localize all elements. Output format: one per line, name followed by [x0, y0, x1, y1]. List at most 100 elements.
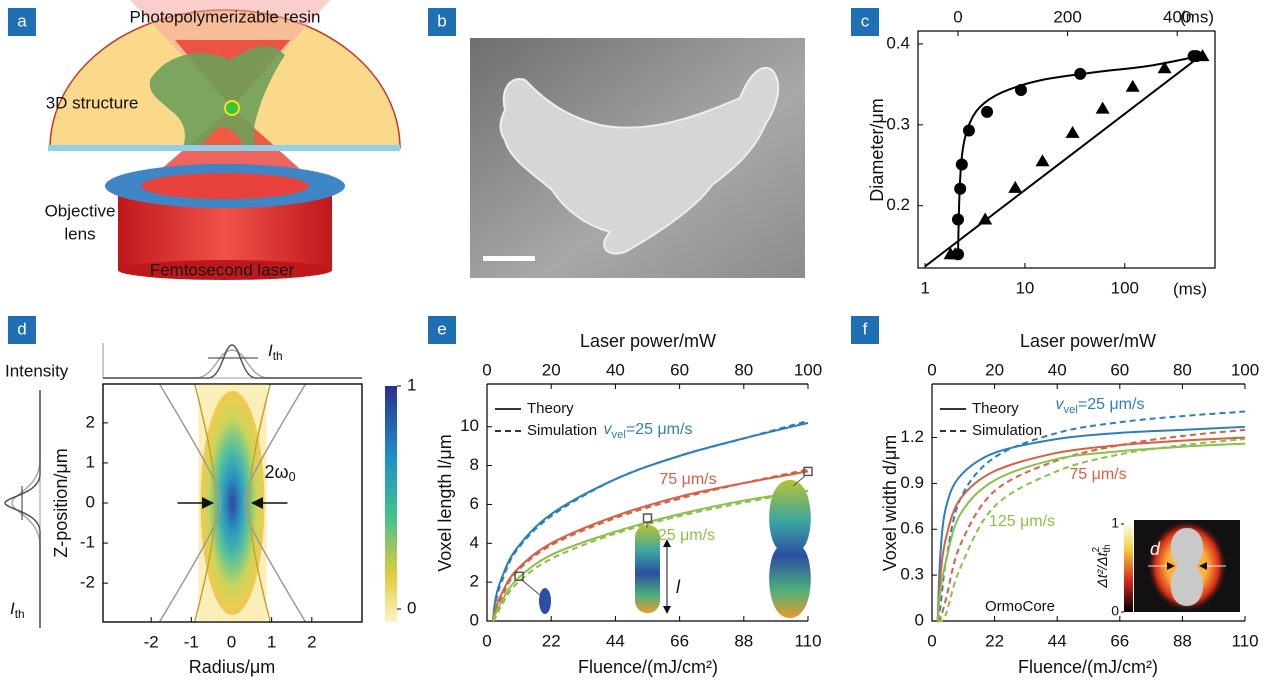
legend-label: Simulation — [972, 422, 1042, 439]
y-tick-label: -1 — [80, 533, 95, 552]
inset-ctick-label: 1 — [1111, 515, 1119, 531]
x-tick-label: 1 — [920, 278, 929, 297]
x2-tick-label: 100 — [1231, 360, 1259, 379]
inset-colorbar — [1124, 522, 1133, 612]
x-axis-label: Fluence/(mJ/cm²) — [578, 657, 718, 677]
y-tick-label: -2 — [80, 573, 95, 592]
y-tick-label: 4 — [470, 533, 479, 552]
inset-label: l — [676, 577, 681, 597]
material-label: OrmoCore — [985, 598, 1055, 615]
x-tick-label: 0 — [927, 631, 936, 650]
waist-label: 2ω0 — [265, 462, 296, 485]
x2-unit: (ms) — [1180, 7, 1214, 26]
y-tick-label: 0 — [915, 610, 924, 629]
panel-b-image — [470, 38, 805, 278]
inset-label: d — [1150, 539, 1161, 559]
x-tick-label: 100 — [1111, 278, 1139, 297]
threshold-sub: th — [15, 607, 25, 621]
figure: Photopolymerizable resin 3D structure Ob… — [0, 0, 1273, 688]
y-tick-label: 2 — [470, 572, 479, 591]
inset-ctick-label: 0 — [1111, 603, 1119, 619]
point-triangle — [1008, 181, 1022, 193]
x-tick-label: -2 — [144, 632, 159, 651]
annotation: 125 μm/s — [989, 513, 1055, 530]
annotation: 75 μm/s — [1069, 466, 1126, 483]
x-tick-label: 110 — [1231, 631, 1258, 650]
y-tick-label: 0.6 — [900, 519, 924, 538]
x-tick-label: 88 — [1173, 631, 1192, 650]
panel-a-illustration: Photopolymerizable resin 3D structure Ob… — [45, 0, 400, 280]
colorbar-tick-label: 0 — [407, 598, 416, 617]
y-tick-label: 0 — [86, 492, 95, 511]
clabel-sub: th — [1102, 544, 1113, 552]
profile-frame — [103, 343, 362, 378]
legend-label: Theory — [527, 400, 574, 417]
annotation-part: =25 μm/s — [626, 421, 693, 438]
annotation-part: 75 μm/s — [659, 471, 716, 488]
x2-tick-label: 0 — [953, 7, 962, 26]
y-tick-label: 6 — [470, 494, 479, 513]
y-axis-label: Z-position/μm — [51, 448, 71, 557]
profile-curve — [103, 350, 362, 378]
panel-label: b — [437, 11, 446, 30]
x-tick-label: 22 — [542, 631, 561, 650]
point-triangle — [1066, 126, 1080, 138]
focal-spot — [225, 101, 239, 115]
colorbar-tick-label: 1 — [407, 375, 416, 394]
label-lens: lens — [64, 224, 95, 243]
x-tick-label: 1 — [267, 632, 276, 651]
annotation: vvel=25 μm/s — [604, 421, 693, 441]
fit-line — [925, 54, 1202, 266]
lens-aperture — [141, 173, 309, 199]
y-tick-label: 1 — [86, 452, 95, 471]
x2-tick-label: 200 — [1053, 7, 1081, 26]
page: {"panel_labels":["a","b","c","d","e","f"… — [0, 0, 1273, 688]
threshold-label: Ith — [10, 599, 25, 621]
x-axis-label: Radius/μm — [189, 657, 275, 677]
y-axis-label: Diameter/μm — [867, 98, 887, 201]
x2-tick-label: 40 — [606, 360, 625, 379]
waist-label-part: 0 — [289, 470, 296, 484]
voxel-large — [769, 480, 811, 618]
x-tick-label: 88 — [734, 631, 753, 650]
point-triangle — [1096, 102, 1110, 114]
annotation-part: 75 μm/s — [1069, 466, 1126, 483]
y-tick-label: 2 — [86, 412, 95, 431]
y-tick-label: 10 — [460, 416, 479, 435]
x2-tick-label: 100 — [794, 360, 822, 379]
annotation-part: =25 μm/s — [1078, 396, 1145, 413]
label-lens: Objective — [45, 201, 116, 220]
point-triangle — [1126, 80, 1140, 92]
y-tick-label: 8 — [470, 455, 479, 474]
x2-tick-label: 40 — [1048, 360, 1067, 379]
x2-tick-label: 0 — [482, 360, 491, 379]
x-tick-label: 44 — [1048, 631, 1067, 650]
panel-label: d — [17, 319, 26, 338]
annotation-part: 125 μm/s — [989, 513, 1055, 530]
annotation-part: vel — [1064, 404, 1078, 416]
threshold-label: Ith — [268, 341, 283, 363]
x-tick-label: 0 — [227, 632, 236, 651]
panel-label: e — [437, 319, 446, 338]
voxel-small — [539, 588, 551, 614]
scale-bar — [483, 256, 535, 261]
y-tick-label: 0.4 — [886, 33, 910, 52]
clabel-text: Δt²/Δt — [1094, 551, 1110, 588]
x2-tick-label: 60 — [670, 360, 689, 379]
x2-tick-label: 80 — [1173, 360, 1192, 379]
x2-tick-label: 20 — [542, 360, 561, 379]
leader-line — [522, 580, 541, 596]
label-laser: Femtosecond laser — [150, 260, 295, 279]
x-axis-label: Fluence/(mJ/cm²) — [1018, 657, 1158, 677]
x2-tick-label: 0 — [927, 360, 936, 379]
label-resin: Photopolymerizable resin — [130, 7, 321, 26]
point-triangle — [978, 212, 992, 224]
panel-label: a — [17, 11, 27, 30]
x-tick-label: 110 — [794, 631, 821, 650]
y-tick-label: 0.2 — [886, 195, 910, 214]
intensity-label: Intensity — [5, 361, 69, 380]
x2-tick-label: 80 — [734, 360, 753, 379]
point-triangle — [1036, 154, 1050, 166]
y-tick-label: 0 — [470, 610, 479, 629]
y-tick-label: 0.3 — [900, 565, 924, 584]
